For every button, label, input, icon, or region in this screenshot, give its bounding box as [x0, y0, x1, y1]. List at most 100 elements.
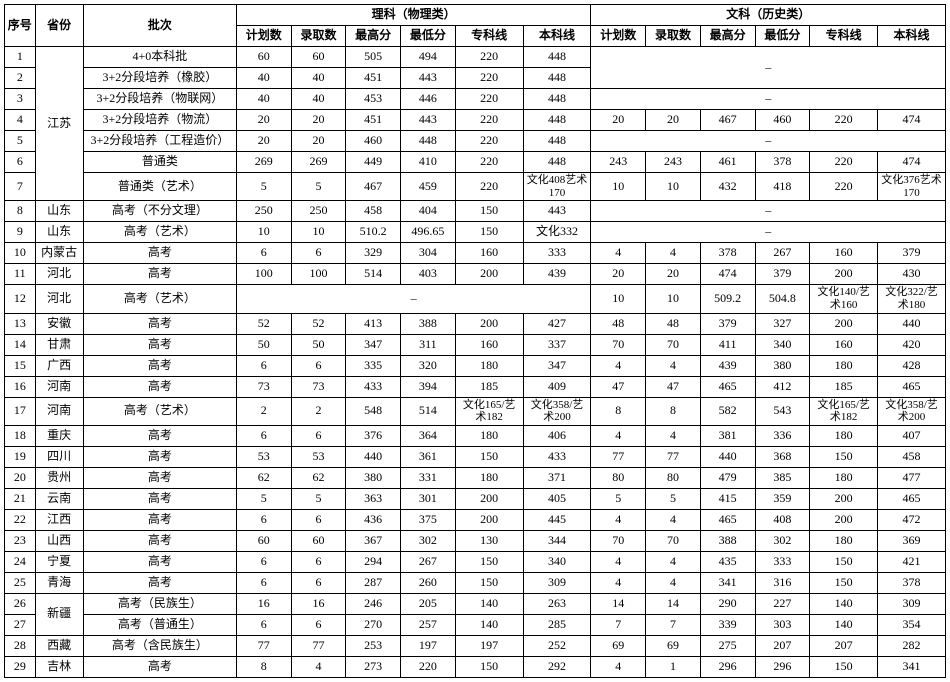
cell-sci: 448	[523, 152, 591, 173]
cell-sci: 449	[346, 152, 401, 173]
cell-sci-merged: –	[236, 285, 591, 313]
cell-lib: 465	[700, 376, 755, 397]
cell-sci: 433	[523, 446, 591, 467]
cell-lib: 474	[878, 152, 946, 173]
cell-sci: 4	[291, 656, 346, 677]
cell-idx: 1	[5, 47, 36, 68]
cell-idx: 4	[5, 110, 36, 131]
cell-lib: 10	[591, 285, 646, 313]
cell-lib: 341	[878, 656, 946, 677]
cell-lib: 340	[755, 334, 810, 355]
cell-sci: 250	[236, 201, 291, 222]
cell-lib: 465	[700, 509, 755, 530]
cell-lib: 69	[591, 635, 646, 656]
table-row: 33+2分段培养（物联网）4040453446220448–	[5, 89, 946, 110]
cell-lib: 509.2	[700, 285, 755, 313]
cell-lib: 文化376艺术170	[878, 173, 946, 201]
cell-lib: 4	[591, 425, 646, 446]
cell-province: 吉林	[35, 656, 83, 677]
cell-batch: 高考	[83, 264, 236, 285]
cell-batch: 3+2分段培养（物联网）	[83, 89, 236, 110]
cell-idx: 23	[5, 530, 36, 551]
cell-batch: 高考（艺术）	[83, 397, 236, 425]
cell-sci: 494	[401, 47, 456, 68]
cell-idx: 3	[5, 89, 36, 110]
cell-sci: 260	[401, 572, 456, 593]
table-row: 6普通类269269449410220448243243461378220474	[5, 152, 946, 173]
table-row: 24宁夏高考6629426715034044435333150421	[5, 551, 946, 572]
cell-lib: 180	[810, 355, 878, 376]
cell-lib: 8	[646, 397, 701, 425]
cell-batch: 高考	[83, 656, 236, 677]
cell-sci: 6	[291, 509, 346, 530]
cell-sci: 448	[523, 68, 591, 89]
cell-sci: 448	[523, 110, 591, 131]
cell-sci: 220	[455, 173, 523, 201]
cell-sci: 16	[291, 593, 346, 614]
cell-lib: 20	[646, 264, 701, 285]
cell-sci: 40	[236, 89, 291, 110]
cell-lib: 48	[591, 313, 646, 334]
cell-lib: 文化140/艺术160	[810, 285, 878, 313]
hdr-lib-bach: 本科线	[878, 26, 946, 47]
cell-lib: 275	[700, 635, 755, 656]
cell-idx: 7	[5, 173, 36, 201]
table-body: 1江苏4+0本科批6060505494220448–23+2分段培养（橡胶）40…	[5, 47, 946, 678]
cell-province: 河北	[35, 285, 83, 313]
cell-sci: 292	[523, 656, 591, 677]
cell-sci: 371	[523, 467, 591, 488]
cell-lib: 207	[755, 635, 810, 656]
cell-sci: 220	[455, 68, 523, 89]
cell-lib: 339	[700, 614, 755, 635]
hdr-lib-plan: 计划数	[591, 26, 646, 47]
cell-idx: 2	[5, 68, 36, 89]
cell-sci: 文化358/艺术200	[523, 397, 591, 425]
cell-lib: 428	[878, 355, 946, 376]
cell-idx: 25	[5, 572, 36, 593]
cell-lib: 7	[646, 614, 701, 635]
cell-sci: 302	[401, 530, 456, 551]
table-row: 22江西高考6643637520044544465408200472	[5, 509, 946, 530]
cell-sci: 439	[523, 264, 591, 285]
cell-sci: 62	[291, 467, 346, 488]
cell-sci: 5	[236, 488, 291, 509]
cell-sci: 311	[401, 334, 456, 355]
cell-batch: 高考（艺术）	[83, 285, 236, 313]
cell-batch: 高考	[83, 334, 236, 355]
cell-sci: 446	[401, 89, 456, 110]
cell-lib: 430	[878, 264, 946, 285]
cell-sci: 2	[291, 397, 346, 425]
cell-sci: 6	[236, 614, 291, 635]
cell-lib: 200	[810, 509, 878, 530]
cell-idx: 5	[5, 131, 36, 152]
cell-sci: 285	[523, 614, 591, 635]
cell-lib: 77	[646, 446, 701, 467]
cell-province: 山东	[35, 201, 83, 222]
cell-province: 云南	[35, 488, 83, 509]
cell-sci: 77	[291, 635, 346, 656]
cell-sci: 160	[455, 334, 523, 355]
table-row: 9山东高考（艺术）1010510.2496.65150文化332–	[5, 222, 946, 243]
hdr-sci-spec: 专科线	[455, 26, 523, 47]
cell-lib: 477	[878, 467, 946, 488]
cell-sci: 130	[455, 530, 523, 551]
cell-lib: 20	[646, 110, 701, 131]
hdr-sci-group: 理科（物理类）	[236, 5, 591, 26]
cell-batch: 高考（民族生）	[83, 593, 236, 614]
cell-province: 青海	[35, 572, 83, 593]
cell-sci: 140	[455, 614, 523, 635]
cell-lib: 302	[755, 530, 810, 551]
cell-sci: 5	[236, 173, 291, 201]
cell-lib: 220	[810, 152, 878, 173]
cell-lib: 10	[591, 173, 646, 201]
cell-lib: 220	[810, 110, 878, 131]
table-row: 10内蒙古高考6632930416033344378267160379	[5, 243, 946, 264]
cell-lib: 412	[755, 376, 810, 397]
cell-sci: 329	[346, 243, 401, 264]
cell-lib: 369	[878, 530, 946, 551]
cell-province: 甘肃	[35, 334, 83, 355]
cell-idx: 27	[5, 614, 36, 635]
cell-lib: 474	[878, 110, 946, 131]
cell-lib: 69	[646, 635, 701, 656]
cell-idx: 29	[5, 656, 36, 677]
